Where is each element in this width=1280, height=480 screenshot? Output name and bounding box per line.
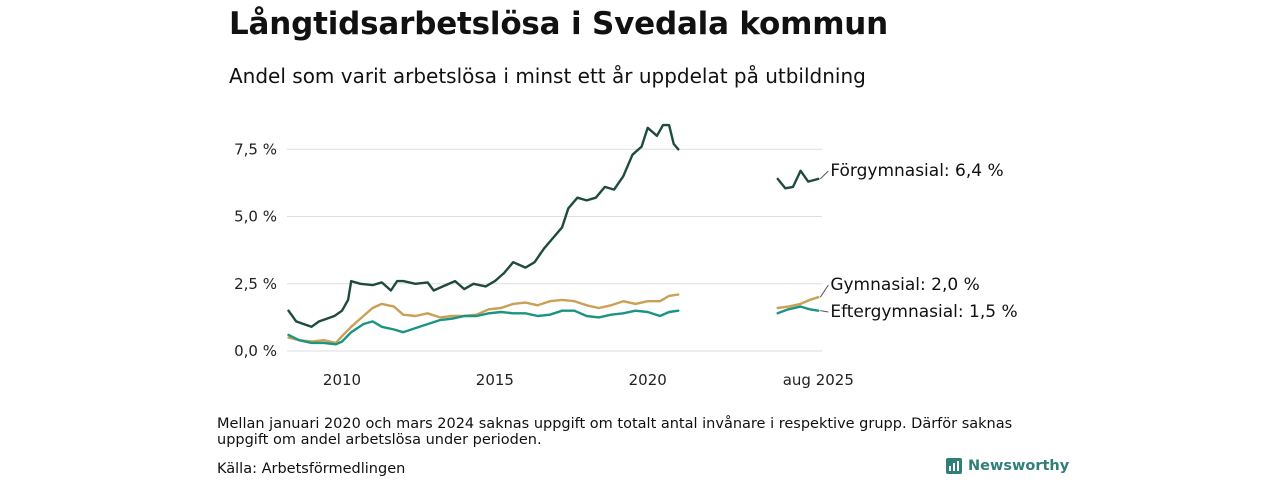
y-axis: 0,0 % 2,5 % 5,0 % 7,5 % [234, 140, 277, 360]
y-tick-label: 5,0 % [234, 208, 277, 226]
series-line [287, 293, 680, 345]
x-tick-label: 2020 [629, 371, 667, 389]
chart-subtitle: Andel som varit arbetslösa i minst ett å… [229, 64, 866, 88]
series-line [776, 305, 820, 315]
label-connector [819, 170, 829, 180]
series-end-label: Gymnasial: 2,0 % [830, 275, 979, 295]
y-tick-label: 7,5 % [234, 140, 277, 158]
series-line [287, 123, 680, 328]
label-connector [820, 310, 829, 313]
y-tick-label: 0,0 % [234, 342, 277, 360]
label-connector [819, 284, 829, 298]
x-tick-label: 2015 [476, 371, 514, 389]
series-line [287, 309, 680, 346]
brand-name: Newsworthy [968, 458, 1070, 474]
series-line [776, 296, 820, 310]
x-tick-label: 2010 [323, 371, 361, 389]
line-chart: 0,0 % 2,5 % 5,0 % 7,5 % 2010 2015 2020 aug 202… [234, 123, 1018, 389]
series-lines [287, 123, 820, 346]
series-labels: Förgymnasial: 6,4 % Gymnasial: 2,0 % Efter… [819, 161, 1018, 322]
gridlines [287, 148, 822, 352]
x-tick-label: aug 2025 [783, 371, 854, 389]
bar-chart-logo-icon [946, 458, 962, 474]
source-note: Källa: Arbetsförmedlingen [217, 461, 406, 477]
chart-title: Långtidsarbetslösa i Svedala kommun [229, 6, 889, 42]
series-end-label: Eftergymnasial: 1,5 % [830, 302, 1017, 322]
brand-logo: Newsworthy [946, 458, 1069, 474]
x-axis: 2010 2015 2020 aug 2025 [323, 371, 854, 389]
footnote: Mellan januari 2020 och mars 2024 saknas… [217, 416, 1013, 448]
series-line [776, 169, 820, 190]
y-tick-label: 2,5 % [234, 275, 277, 293]
series-end-label: Förgymnasial: 6,4 % [830, 161, 1003, 181]
